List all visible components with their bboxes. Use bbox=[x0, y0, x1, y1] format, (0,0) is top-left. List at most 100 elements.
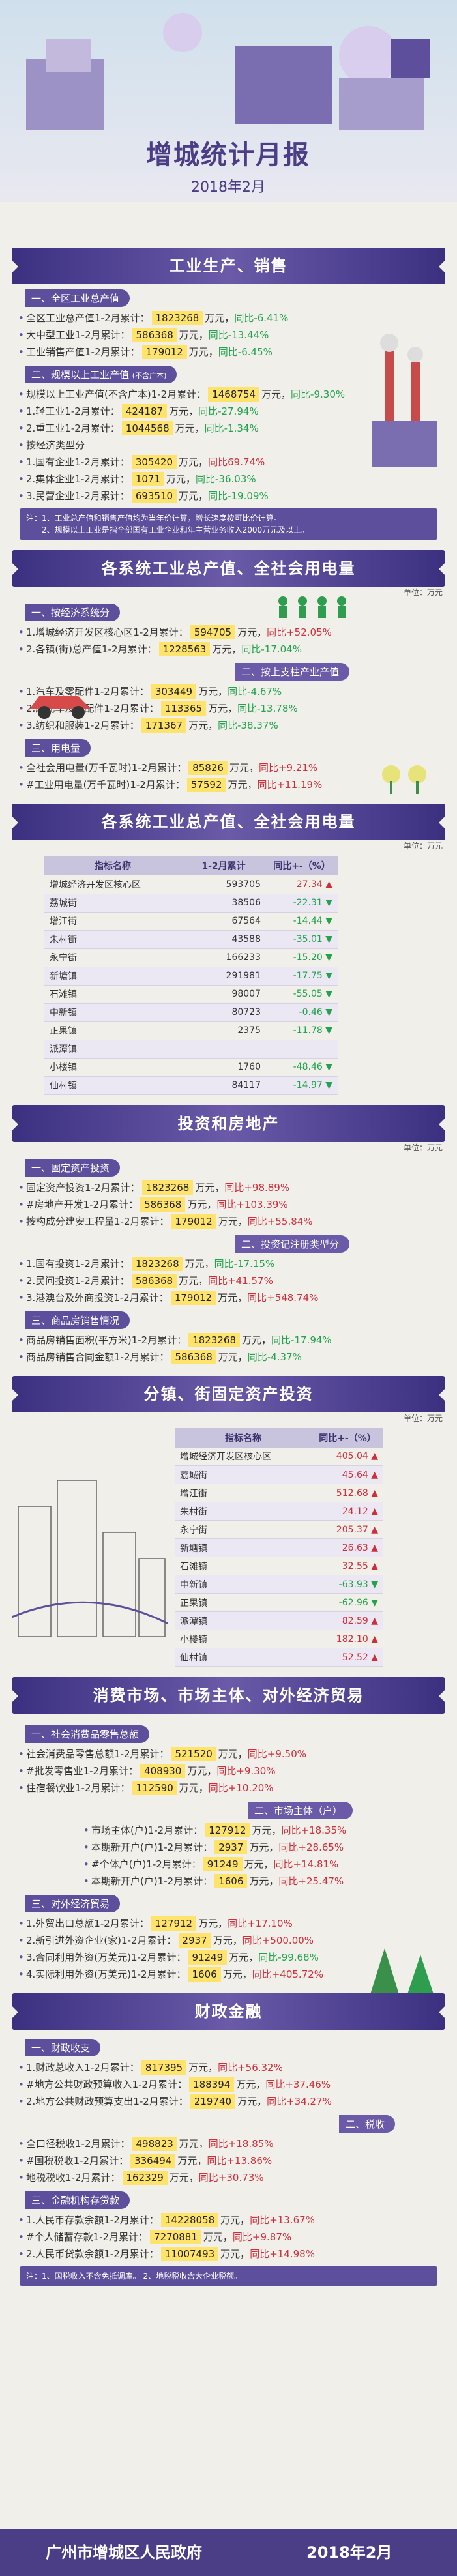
sub-heading-text: 二、规模以上工业产值 bbox=[31, 369, 130, 381]
stat-unit: 万元， bbox=[208, 703, 238, 714]
stat-label: #房地产开发1-2月累计： bbox=[26, 1198, 139, 1210]
town-investment-section: 指标名称 同比+-（%） 增城经济开发区核心区 405.04 ▲ 荔城街 45.64 … bbox=[0, 1427, 457, 1667]
stat-unit: 万元， bbox=[198, 686, 228, 697]
stat-value: 2937 bbox=[214, 1840, 248, 1854]
cell-text: 32.55 bbox=[342, 1560, 368, 1572]
table-cell: 205.37 ▲ bbox=[312, 1520, 383, 1539]
section-title-investment: 投资和房地产 bbox=[12, 1105, 445, 1142]
stat-value: 336494 bbox=[130, 2154, 176, 2168]
stat-row: 按经济类型分 bbox=[0, 437, 457, 454]
arrow-up-icon: ▲ bbox=[368, 1487, 378, 1499]
stat-change: 同比+14.81% bbox=[273, 1858, 339, 1870]
table-cell: -22.31 ▼ bbox=[266, 894, 338, 913]
cell-text: 朱村街 bbox=[50, 935, 77, 945]
stat-label: 2.民间投资1-2月累计： bbox=[26, 1274, 130, 1287]
system-section: 一、按经济系统分 1.增城经济开发区核心区1-2月累计：594705万元，同比+… bbox=[0, 596, 457, 794]
col-header: 同比+-（%） bbox=[266, 856, 338, 875]
cell-text: 405.04 bbox=[336, 1451, 368, 1462]
cell-text: 80723 bbox=[231, 1007, 261, 1017]
report-title: 增城统计月报 bbox=[146, 140, 310, 170]
table-row: 新塘镇 291981 -17.75 ▼ bbox=[44, 967, 338, 986]
stat-label: 全区工业总产值1-2月累计： bbox=[26, 312, 150, 324]
stat-change: 同比-13.78% bbox=[237, 703, 298, 714]
sub-heading: 三、金融机构存贷款 bbox=[25, 2191, 130, 2209]
table-cell: 永宁街 bbox=[175, 1520, 312, 1539]
stat-unit: 万元， bbox=[169, 405, 199, 417]
stat-label: 3.港澳台及外商投资1-2月累计： bbox=[26, 1291, 169, 1304]
stat-value: 586368 bbox=[131, 1273, 177, 1288]
stat-change: 同比+14.98% bbox=[250, 2248, 315, 2260]
footnote-line: 注：1、工业总产值和销售产值均为当年价计算，增长速度按可比价计算。 bbox=[26, 514, 282, 523]
stat-value: 817395 bbox=[141, 2060, 187, 2075]
stat-value: 179012 bbox=[170, 1290, 216, 1305]
footer-org: 广州市增城区人民政府 bbox=[46, 2543, 202, 2562]
stat-unit: 万元， bbox=[218, 1291, 248, 1304]
stat-unit: 万元， bbox=[195, 1181, 225, 1193]
cell-text: 新塘镇 bbox=[180, 1543, 207, 1554]
stat-unit: 万元， bbox=[244, 1858, 274, 1870]
sub-heading: 二、投资记注册类型分 bbox=[235, 1235, 350, 1253]
table-cell: 小楼镇 bbox=[44, 1058, 181, 1077]
table-cell: 24.12 ▲ bbox=[312, 1502, 383, 1521]
stat-change: 同比-17.94% bbox=[271, 1334, 332, 1346]
cell-text: 派潭镇 bbox=[180, 1616, 207, 1627]
table-row: 增城经济开发区核心区 593705 27.34 ▲ bbox=[44, 875, 338, 894]
stat-label: #国税税收1-2月累计： bbox=[26, 2155, 129, 2167]
factory-illustration bbox=[372, 334, 437, 467]
stat-label: 3.民营企业1-2月累计： bbox=[26, 490, 130, 502]
stat-unit: 万元， bbox=[213, 1935, 243, 1946]
table-cell: 405.04 ▲ bbox=[312, 1447, 383, 1466]
arrow-down-icon: ▼ bbox=[322, 898, 332, 908]
cell-text: 石滩镇 bbox=[50, 989, 77, 1000]
arrow-down-icon: ▼ bbox=[322, 1062, 332, 1072]
stat-label: 地税税收1-2月累计： bbox=[26, 2172, 121, 2184]
stat-label: #批发零售业1-2月累计： bbox=[26, 1765, 139, 1777]
investment-section: 一、固定资产投资 固定资产投资1-2月累计：1823268万元，同比+98.89… bbox=[0, 1154, 457, 1366]
stat-change: 同比-17.15% bbox=[214, 1257, 275, 1270]
sub-heading: 一、社会消费品零售总额 bbox=[25, 1725, 150, 1743]
stat-value: 91249 bbox=[203, 1857, 243, 1871]
table-row: 朱村街 43588 -35.01 ▼ bbox=[44, 930, 338, 949]
table-cell: -14.97 ▼ bbox=[266, 1076, 338, 1095]
table-cell: 石滩镇 bbox=[44, 985, 181, 1004]
stat-change: 同比+13.86% bbox=[207, 2155, 273, 2167]
stat-unit: 万元， bbox=[261, 388, 291, 400]
arrow-down-icon: ▼ bbox=[322, 1025, 332, 1036]
footer: 广州市增城区人民政府 2018年2月 bbox=[0, 2529, 457, 2576]
stat-value: 57592 bbox=[186, 778, 226, 792]
table-cell: 45.64 ▲ bbox=[312, 1465, 383, 1484]
stat-value: 7270881 bbox=[150, 2230, 201, 2244]
section-title-system: 各系统工业总产值、全社会用电量 bbox=[12, 550, 445, 587]
table-cell: 正果镇 bbox=[44, 1021, 181, 1040]
cell-text: 82.59 bbox=[342, 1615, 368, 1626]
stat-value: 85826 bbox=[188, 761, 228, 775]
cell-text: -17.75 bbox=[293, 971, 323, 981]
cell-text: 166233 bbox=[226, 952, 261, 963]
stat-unit: 万元， bbox=[205, 312, 235, 324]
table-cell: 增江街 bbox=[44, 912, 181, 931]
stat-change: 同比-27.94% bbox=[198, 405, 259, 417]
stat-change: 同比-6.41% bbox=[234, 312, 289, 324]
cell-text: -11.78 bbox=[293, 1025, 323, 1036]
stat-label: 全口径税收1-2月累计： bbox=[26, 2138, 130, 2150]
car-icon bbox=[29, 696, 91, 719]
cell-text: 2375 bbox=[237, 1025, 261, 1036]
cell-text: 98007 bbox=[231, 989, 261, 999]
city-illustration bbox=[12, 1479, 168, 1637]
table-cell: 仙村镇 bbox=[44, 1076, 181, 1095]
table-cell bbox=[266, 1040, 338, 1059]
stat-value: 179012 bbox=[171, 1214, 216, 1229]
stat-unit: 万元， bbox=[188, 2062, 218, 2073]
sub-heading: 一、固定资产投资 bbox=[25, 1158, 121, 1177]
arrow-down-icon: ▼ bbox=[322, 971, 332, 981]
table-cell: 永宁街 bbox=[44, 948, 181, 967]
table-row: 中新镇 -63.93 ▼ bbox=[175, 1575, 383, 1594]
table-cell: 82.59 ▲ bbox=[312, 1611, 383, 1630]
